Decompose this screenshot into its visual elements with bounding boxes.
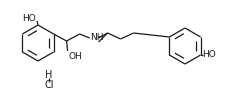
Text: H: H	[45, 70, 53, 80]
Text: OH: OH	[69, 52, 82, 61]
Text: Cl: Cl	[44, 80, 54, 90]
Text: HO: HO	[203, 50, 216, 59]
Text: HO: HO	[22, 14, 36, 23]
Text: NH: NH	[91, 33, 104, 42]
